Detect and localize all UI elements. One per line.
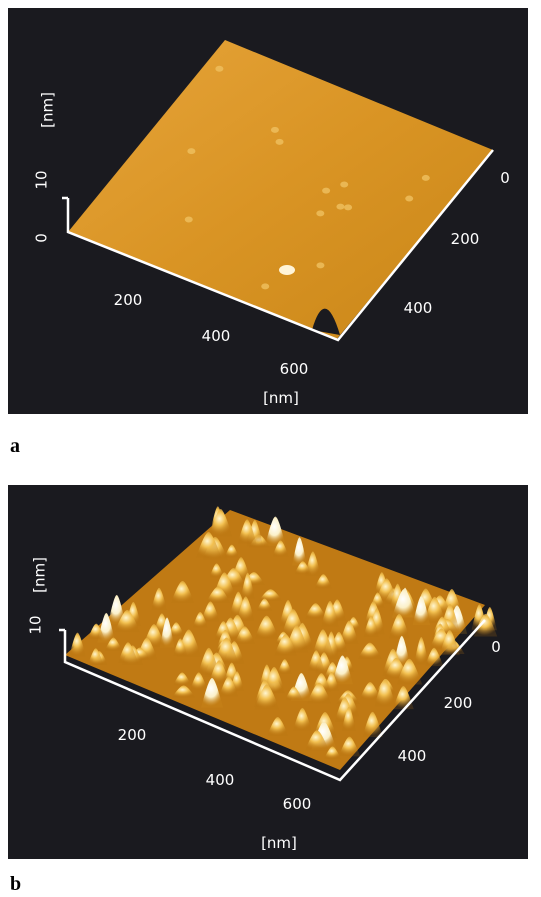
- particle: [344, 204, 352, 210]
- y-tick-label: 200: [451, 230, 480, 248]
- particle: [276, 139, 284, 145]
- particle: [336, 204, 344, 210]
- z-tick-label: 0: [33, 233, 51, 243]
- z-tick-label: 10: [27, 615, 45, 634]
- x-unit: [nm]: [261, 834, 297, 852]
- particle: [316, 262, 324, 268]
- panel-label: b: [10, 873, 21, 895]
- page: [nm] 10 0 200 400 600 [nm] 0 200 400 a […: [0, 0, 541, 897]
- x-tick-label: 200: [118, 726, 147, 744]
- y-tick-label: 200: [444, 694, 473, 712]
- x-tick-label: 400: [202, 327, 231, 345]
- particle: [422, 175, 430, 181]
- particle: [261, 283, 269, 289]
- particle: [271, 127, 279, 133]
- particle: [340, 181, 348, 187]
- particle: [187, 148, 195, 154]
- panel-label: a: [10, 435, 20, 457]
- x-unit: [nm]: [263, 389, 299, 407]
- y-tick-label: 400: [398, 747, 427, 765]
- x-tick-label: 600: [280, 360, 309, 378]
- particle: [279, 265, 295, 275]
- particle: [215, 66, 223, 72]
- particle: [405, 196, 413, 202]
- z-tick-label: 10: [33, 170, 51, 189]
- particle: [316, 210, 324, 216]
- particle: [322, 188, 330, 194]
- figure: [nm] 10 0 200 400 600 [nm] 0 200 400 a […: [0, 0, 541, 897]
- z-unit: [nm]: [31, 557, 49, 593]
- x-tick-label: 400: [206, 771, 235, 789]
- y-tick-label: 400: [404, 299, 433, 317]
- panel-b: [nm] 10 200 400 600 [nm] 0 200 400: [8, 485, 528, 859]
- y-tick-label: 0: [491, 638, 501, 656]
- panel-a: [nm] 10 0 200 400 600 [nm] 0 200 400: [8, 8, 528, 414]
- particle: [185, 217, 193, 223]
- x-tick-label: 200: [114, 291, 143, 309]
- y-tick-label: 0: [500, 169, 510, 187]
- z-unit: [nm]: [39, 92, 57, 128]
- x-tick-label: 600: [283, 795, 312, 813]
